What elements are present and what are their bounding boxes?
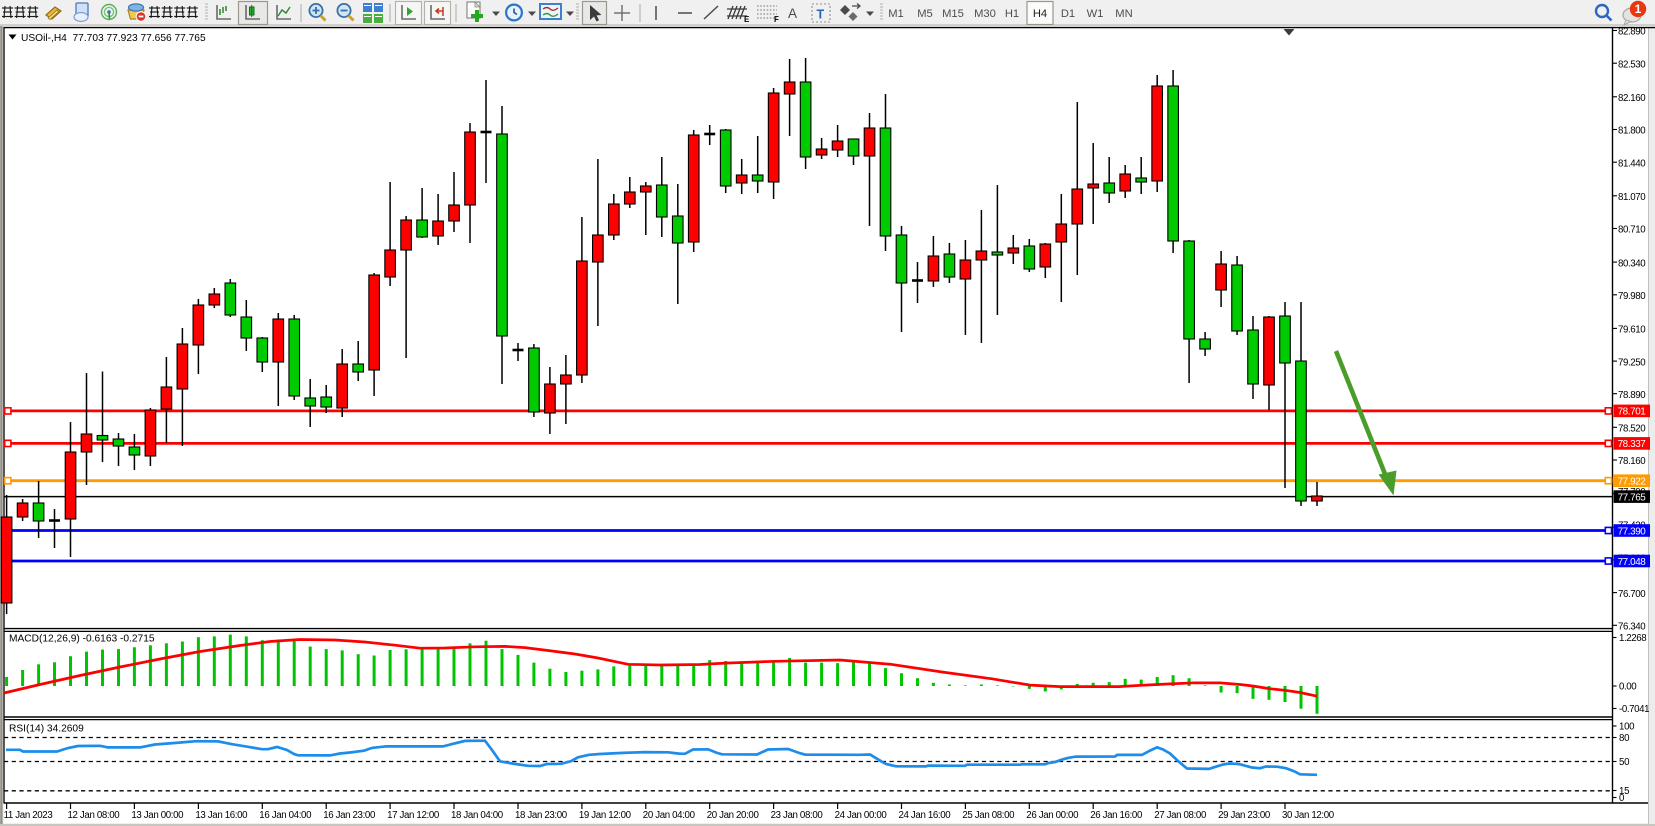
svg-text:13 Jan 00:00: 13 Jan 00:00	[131, 810, 184, 821]
svg-text:M5: M5	[917, 8, 933, 20]
svg-text:81.070: 81.070	[1618, 192, 1646, 203]
svg-text:17 Jan 12:00: 17 Jan 12:00	[387, 810, 440, 821]
svg-text:D1: D1	[1061, 8, 1075, 20]
svg-text:26 Jan 16:00: 26 Jan 16:00	[1090, 810, 1143, 821]
svg-text:H1: H1	[1005, 8, 1019, 20]
svg-text:24 Jan 00:00: 24 Jan 00:00	[835, 810, 888, 821]
svg-text:78.701: 78.701	[1618, 407, 1647, 418]
svg-text:79.980: 79.980	[1618, 291, 1646, 302]
svg-text:18 Jan 04:00: 18 Jan 04:00	[451, 810, 504, 821]
svg-text:79.250: 79.250	[1618, 357, 1646, 368]
svg-text:19 Jan 12:00: 19 Jan 12:00	[579, 810, 632, 821]
svg-text:E: E	[744, 15, 750, 24]
svg-text:M15: M15	[942, 8, 964, 20]
svg-text:20 Jan 04:00: 20 Jan 04:00	[643, 810, 696, 821]
svg-text:H4: H4	[1033, 8, 1047, 20]
svg-text:79.610: 79.610	[1618, 325, 1646, 336]
svg-text:26 Jan 00:00: 26 Jan 00:00	[1026, 810, 1079, 821]
svg-text:0: 0	[1619, 793, 1625, 804]
svg-text:F: F	[774, 15, 779, 24]
svg-text:50: 50	[1619, 757, 1630, 768]
svg-text:11 Jan 2023: 11 Jan 2023	[4, 810, 53, 821]
svg-text:16 Jan 04:00: 16 Jan 04:00	[259, 810, 312, 821]
svg-text:77.390: 77.390	[1618, 526, 1647, 537]
svg-text:82.160: 82.160	[1618, 93, 1646, 104]
svg-text:12 Jan 08:00: 12 Jan 08:00	[68, 810, 121, 821]
svg-text:M1: M1	[888, 8, 904, 20]
svg-text:MACD(12,26,9) -0.6163 -0.2715: MACD(12,26,9) -0.6163 -0.2715	[9, 634, 155, 645]
svg-text:USOil-,H4 77.703 77.923 77.65: USOil-,H4 77.703 77.923 77.656 77.765	[21, 33, 206, 44]
svg-text:77.048: 77.048	[1618, 557, 1647, 568]
svg-text:24 Jan 16:00: 24 Jan 16:00	[899, 810, 952, 821]
svg-text:1.2268: 1.2268	[1619, 633, 1646, 644]
svg-text:77.922: 77.922	[1618, 477, 1646, 488]
svg-text:78.337: 78.337	[1618, 439, 1646, 450]
svg-text:RSI(14) 34.2609: RSI(14) 34.2609	[9, 724, 84, 735]
svg-text:M30: M30	[974, 8, 996, 20]
svg-text:23 Jan 08:00: 23 Jan 08:00	[771, 810, 824, 821]
svg-text:27 Jan 08:00: 27 Jan 08:00	[1154, 810, 1207, 821]
svg-text:MN: MN	[1115, 8, 1132, 20]
svg-text:82.890: 82.890	[1618, 27, 1646, 38]
svg-text:77.765: 77.765	[1618, 492, 1647, 503]
svg-text:-0.7041: -0.7041	[1619, 704, 1649, 715]
svg-text:16 Jan 23:00: 16 Jan 23:00	[323, 810, 376, 821]
svg-text:29 Jan 23:00: 29 Jan 23:00	[1218, 810, 1271, 821]
svg-text:W1: W1	[1087, 8, 1104, 20]
svg-text:82.530: 82.530	[1618, 59, 1646, 70]
svg-text:80.340: 80.340	[1618, 258, 1646, 269]
svg-text:81.440: 81.440	[1618, 158, 1646, 169]
svg-text:A: A	[788, 6, 797, 21]
svg-text:81.800: 81.800	[1618, 126, 1646, 137]
svg-text:20 Jan 20:00: 20 Jan 20:00	[707, 810, 760, 821]
svg-text:18 Jan 23:00: 18 Jan 23:00	[515, 810, 568, 821]
svg-text:100: 100	[1619, 722, 1635, 733]
svg-text:30 Jan 12:00: 30 Jan 12:00	[1282, 810, 1335, 821]
svg-text:76.700: 76.700	[1618, 589, 1646, 600]
svg-text:1: 1	[1635, 2, 1642, 16]
svg-text:78.520: 78.520	[1618, 424, 1646, 435]
svg-text:80.710: 80.710	[1618, 225, 1646, 236]
svg-text:15: 15	[1619, 786, 1629, 797]
svg-text:0.00: 0.00	[1619, 682, 1637, 693]
svg-text:13 Jan 16:00: 13 Jan 16:00	[195, 810, 248, 821]
svg-text:80: 80	[1619, 733, 1630, 744]
svg-text:76.340: 76.340	[1618, 622, 1646, 633]
svg-text:T: T	[817, 8, 825, 22]
svg-text:25 Jan 08:00: 25 Jan 08:00	[962, 810, 1015, 821]
svg-text:78.890: 78.890	[1618, 390, 1646, 401]
svg-text:78.160: 78.160	[1618, 456, 1646, 467]
